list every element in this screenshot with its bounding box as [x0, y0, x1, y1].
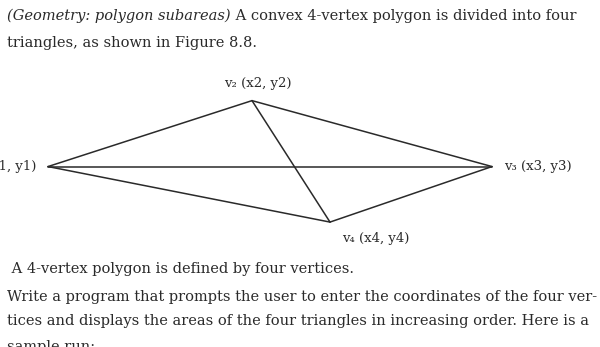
Text: v₂ (x2, y2): v₂ (x2, y2): [224, 77, 292, 90]
Text: sample run:: sample run:: [7, 340, 95, 347]
Text: tices and displays the areas of the four triangles in increasing order. Here is : tices and displays the areas of the four…: [7, 314, 589, 328]
Text: v₄ (x4, y4): v₄ (x4, y4): [342, 232, 409, 245]
Text: triangles, as shown in Figure 8.8.: triangles, as shown in Figure 8.8.: [7, 36, 257, 50]
Text: (Geometry: polygon subareas): (Geometry: polygon subareas): [7, 9, 231, 23]
Text: A convex 4-vertex polygon is divided into four: A convex 4-vertex polygon is divided int…: [231, 9, 577, 23]
Text: v₁ (x1, y1): v₁ (x1, y1): [0, 160, 36, 173]
Text: v₃ (x3, y3): v₃ (x3, y3): [504, 160, 572, 173]
Text: Write a program that prompts the user to enter the coordinates of the four ver-: Write a program that prompts the user to…: [7, 290, 598, 304]
Text: A 4-vertex polygon is defined by four vertices.: A 4-vertex polygon is defined by four ve…: [7, 262, 354, 276]
